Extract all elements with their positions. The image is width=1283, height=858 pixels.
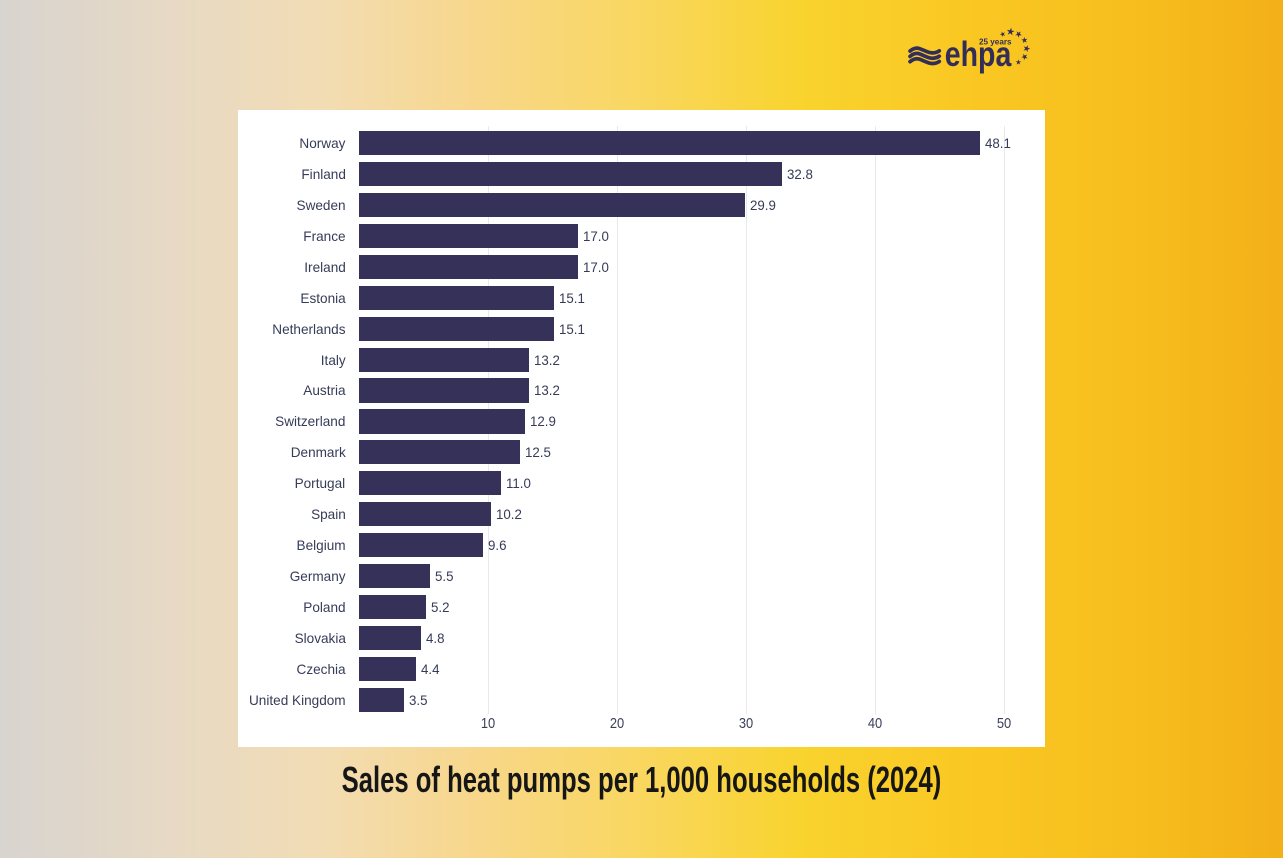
svg-text:ehpa: ehpa — [945, 35, 1012, 74]
svg-text:25 years: 25 years — [979, 38, 1012, 47]
